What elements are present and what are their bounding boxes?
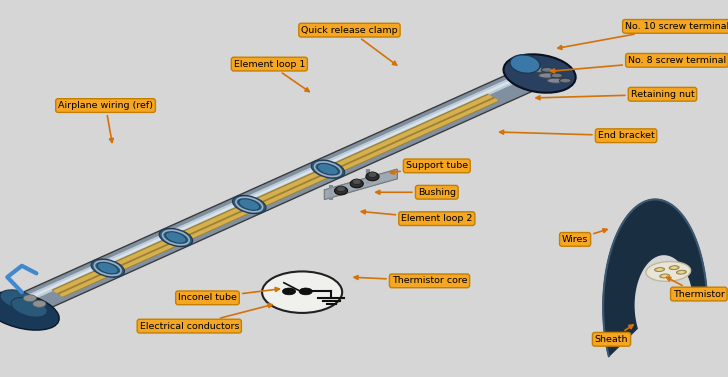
Ellipse shape xyxy=(334,187,347,195)
Ellipse shape xyxy=(547,78,565,83)
Text: Electrical conductors: Electrical conductors xyxy=(140,304,272,331)
Polygon shape xyxy=(325,169,397,199)
Polygon shape xyxy=(325,169,397,199)
Ellipse shape xyxy=(676,270,687,274)
Polygon shape xyxy=(52,94,494,293)
Ellipse shape xyxy=(350,179,363,188)
Ellipse shape xyxy=(646,262,691,281)
Circle shape xyxy=(282,288,296,295)
Polygon shape xyxy=(60,99,497,296)
Ellipse shape xyxy=(352,179,361,185)
Ellipse shape xyxy=(239,199,260,210)
Text: Bushing: Bushing xyxy=(376,188,456,197)
Ellipse shape xyxy=(669,266,679,270)
Ellipse shape xyxy=(0,290,36,310)
Ellipse shape xyxy=(11,297,47,317)
Ellipse shape xyxy=(91,259,124,277)
Ellipse shape xyxy=(660,274,670,278)
Text: Support tube: Support tube xyxy=(390,161,468,174)
Text: Quick release clamp: Quick release clamp xyxy=(301,26,397,65)
Text: Thermistor: Thermistor xyxy=(667,277,725,299)
Polygon shape xyxy=(54,95,492,293)
Ellipse shape xyxy=(539,73,556,78)
Text: Airplane wiring (ref): Airplane wiring (ref) xyxy=(58,101,153,143)
Ellipse shape xyxy=(551,73,563,78)
Ellipse shape xyxy=(657,268,662,271)
Polygon shape xyxy=(16,60,566,311)
Text: Wires: Wires xyxy=(562,229,607,244)
Ellipse shape xyxy=(671,267,677,269)
Ellipse shape xyxy=(311,160,344,178)
Text: Retaining nut: Retaining nut xyxy=(536,90,695,100)
Circle shape xyxy=(299,288,312,295)
Ellipse shape xyxy=(23,295,36,302)
Circle shape xyxy=(262,271,342,313)
Ellipse shape xyxy=(368,172,377,178)
Text: Sheath: Sheath xyxy=(595,325,633,344)
Ellipse shape xyxy=(510,55,540,73)
Ellipse shape xyxy=(317,164,339,175)
Ellipse shape xyxy=(366,172,379,181)
Ellipse shape xyxy=(662,275,668,277)
Polygon shape xyxy=(21,63,551,302)
Polygon shape xyxy=(604,199,707,356)
Ellipse shape xyxy=(560,78,571,83)
Ellipse shape xyxy=(98,262,118,274)
Ellipse shape xyxy=(529,67,547,72)
Ellipse shape xyxy=(33,300,46,307)
Ellipse shape xyxy=(0,292,59,330)
Ellipse shape xyxy=(336,186,345,192)
Text: Element loop 2: Element loop 2 xyxy=(361,210,472,223)
Text: End bracket: End bracket xyxy=(499,130,654,140)
Text: No. 8 screw terminal: No. 8 screw terminal xyxy=(550,56,726,73)
Text: No. 10 screw terminal: No. 10 screw terminal xyxy=(558,22,728,49)
Polygon shape xyxy=(59,98,499,297)
Ellipse shape xyxy=(542,67,553,72)
Text: Inconel tube: Inconel tube xyxy=(178,288,280,302)
Ellipse shape xyxy=(654,268,665,271)
Ellipse shape xyxy=(165,232,186,243)
Text: Thermistor core: Thermistor core xyxy=(354,276,467,285)
Polygon shape xyxy=(23,64,548,300)
Ellipse shape xyxy=(678,271,684,273)
Ellipse shape xyxy=(159,228,193,247)
Polygon shape xyxy=(17,61,565,311)
Ellipse shape xyxy=(232,195,266,214)
Text: Element loop 1: Element loop 1 xyxy=(234,60,309,92)
Ellipse shape xyxy=(504,54,576,93)
